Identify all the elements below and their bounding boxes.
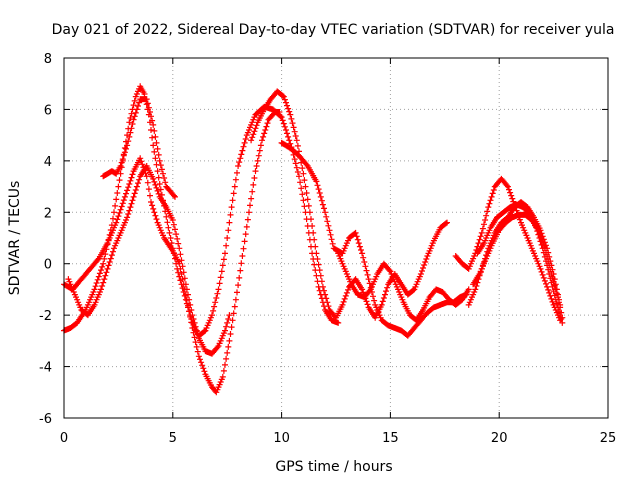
y-tick-label: 8 (44, 52, 52, 67)
series-arc-7 (335, 250, 472, 324)
y-tick-label: -6 (39, 412, 52, 427)
series-markers (452, 175, 564, 324)
y-tick-label: 4 (44, 155, 52, 170)
x-tick-label: 20 (491, 431, 508, 446)
y-tick-label: -2 (39, 309, 52, 324)
y-tick-label: 6 (44, 103, 52, 118)
series-markers (248, 88, 450, 321)
series-markers (100, 96, 178, 200)
series-arc-6 (278, 139, 470, 339)
y-axis-label: SDTVAR / TECUs (7, 181, 23, 296)
x-tick-label: 5 (169, 431, 177, 446)
x-tick-label: 25 (600, 431, 617, 446)
series-arc-8 (452, 175, 564, 324)
data-marks (61, 83, 566, 396)
series-arc-3 (65, 163, 233, 357)
series-markers (65, 163, 233, 357)
y-tick-label: 2 (44, 206, 52, 221)
x-tick-label: 0 (60, 431, 68, 446)
grid-lines (64, 58, 608, 418)
series-arc-5 (248, 88, 450, 321)
series-markers (474, 201, 566, 326)
chart-title: Day 021 of 2022, Sidereal Day-to-day VTE… (52, 22, 615, 38)
y-tick-label: -4 (39, 361, 52, 376)
y-tick-label: 0 (44, 258, 52, 273)
series-arc-11 (474, 201, 566, 326)
tick-labels: 0 5 10 15 20 25 -6 -4 -2 0 2 4 6 8 (39, 52, 616, 446)
series-markers (278, 139, 470, 339)
plot-frame (63, 57, 609, 419)
axis-ticks (63, 57, 609, 419)
x-axis-label: GPS time / hours (275, 459, 392, 475)
series-arc-4 (100, 96, 178, 200)
x-tick-label: 10 (273, 431, 290, 446)
x-tick-label: 15 (382, 431, 399, 446)
series-markers (335, 250, 472, 324)
